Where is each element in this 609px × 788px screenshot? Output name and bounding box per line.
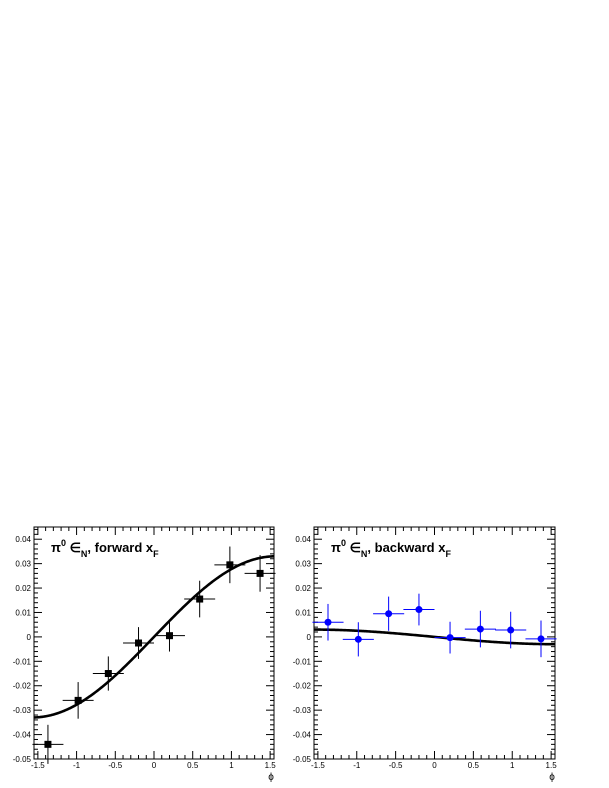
fit-curve — [33, 555, 275, 719]
y-tick-label: 0.02 — [15, 584, 31, 593]
square-marker — [135, 639, 143, 647]
y-tick-label: 0.03 — [295, 560, 311, 569]
y-tick-label: 0 — [307, 633, 312, 642]
x-tick-label: 1 — [510, 761, 515, 770]
square-marker — [226, 561, 234, 569]
square-marker — [74, 696, 82, 704]
y-tick-label: -0.03 — [13, 706, 32, 715]
chart-title: π0 ∈N, forward xF — [51, 538, 159, 559]
x-tick-label: 0.5 — [468, 761, 480, 770]
y-tick-label: 0.03 — [15, 560, 31, 569]
title-superscript: 0 — [341, 538, 346, 548]
x-tick-label: -1.5 — [31, 761, 45, 770]
y-tick-label: 0.01 — [15, 608, 31, 617]
square-marker — [256, 569, 264, 577]
x-tick-label: 0.5 — [187, 761, 199, 770]
data-point — [214, 546, 246, 584]
title-text: ∈ — [346, 540, 361, 555]
circle-marker — [537, 635, 545, 643]
plot-panel-backward: -1.5 -1 -0.5 0 0.5 1 1.5 -0.05 -0.04 -0.03 -0.02 -0… — [293, 526, 558, 783]
data-point — [154, 619, 185, 652]
x-tick-label: -0.5 — [389, 761, 403, 770]
square-marker — [196, 595, 204, 603]
x-tick-label: -1.5 — [311, 761, 325, 770]
title-subscript: N — [361, 549, 368, 559]
y-tick-label: -0.05 — [13, 755, 32, 764]
data-point — [464, 610, 496, 648]
data-point — [92, 656, 124, 691]
data-point — [434, 621, 466, 654]
title-text: π — [51, 540, 61, 555]
data-point — [495, 611, 527, 649]
data-point — [184, 580, 216, 618]
title-subscript: F — [445, 549, 451, 559]
y-tick-label: 0.02 — [295, 584, 311, 593]
title-text: ∈ — [66, 540, 81, 555]
title-text: , forward x — [87, 540, 154, 555]
y-tick-label: -0.03 — [293, 706, 312, 715]
circle-marker — [324, 618, 332, 626]
circle-marker — [415, 606, 423, 614]
x-tick-label: 1.5 — [265, 761, 277, 770]
data-point — [244, 555, 276, 592]
chart-title: π0 ∈N, backward xF — [331, 538, 451, 559]
circle-marker — [476, 625, 484, 633]
y-tick-label: -0.01 — [293, 657, 312, 666]
data-point — [342, 622, 374, 657]
x-tick-label: 1.5 — [546, 761, 558, 770]
x-tick-label: 1 — [229, 761, 234, 770]
data-point — [32, 724, 64, 764]
x-tick-label: 0 — [152, 761, 157, 770]
data-point — [312, 603, 344, 641]
y-tick-label: -0.04 — [293, 731, 312, 740]
title-subscript: F — [153, 549, 159, 559]
circle-marker — [446, 634, 454, 642]
y-tick-label: -0.02 — [13, 682, 32, 691]
title-superscript: 0 — [61, 538, 66, 548]
y-tick-label: 0 — [27, 633, 32, 642]
circle-marker — [354, 635, 362, 643]
title-text: π — [331, 540, 341, 555]
title-subscript: N — [81, 549, 88, 559]
square-marker — [165, 632, 173, 640]
data-point — [403, 593, 435, 626]
y-tick-label: -0.01 — [13, 657, 32, 666]
y-tick-label: -0.05 — [293, 755, 312, 764]
y-tick-label: 0.01 — [295, 608, 311, 617]
data-point — [373, 596, 405, 631]
x-tick-label: -1 — [353, 761, 361, 770]
circle-marker — [385, 610, 393, 618]
x-axis-label: ϕ — [268, 772, 274, 783]
y-tick-label: -0.04 — [13, 731, 32, 740]
y-tick-label: 0.04 — [15, 535, 31, 544]
x-tick-label: 0 — [432, 761, 437, 770]
data-point — [525, 620, 557, 658]
y-tick-label: 0.04 — [295, 535, 311, 544]
y-tick-label: -0.02 — [293, 682, 312, 691]
square-marker — [44, 740, 52, 748]
circle-marker — [507, 626, 515, 634]
square-marker — [104, 670, 112, 678]
x-tick-label: -1 — [73, 761, 81, 770]
data-point — [62, 682, 94, 719]
data-point — [123, 627, 154, 659]
plot-panel-forward: -1.5 -1 -0.5 0 0.5 1 1.5 -0.05 -0.04 -0.03 -0.02 -0… — [13, 526, 277, 783]
x-tick-label: -0.5 — [108, 761, 122, 770]
x-axis-label: ϕ — [549, 772, 555, 783]
fit-curve — [314, 628, 555, 646]
title-text: , backward x — [367, 540, 446, 555]
